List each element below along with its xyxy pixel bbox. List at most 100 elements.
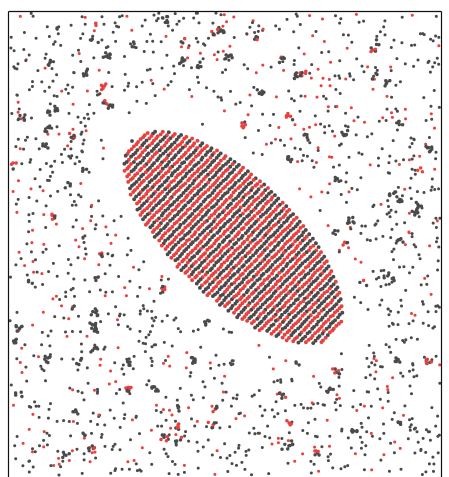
particle-dark [214, 247, 218, 252]
particle-dark [72, 304, 76, 308]
particle-red [31, 228, 34, 232]
particle-dark [345, 171, 349, 175]
particle-dark [48, 102, 52, 106]
particle-dark [148, 225, 153, 230]
particle-dark [163, 164, 168, 169]
particle-dark [329, 321, 333, 326]
particle-dark [9, 46, 13, 50]
particle-dark [237, 178, 241, 183]
particle-red [322, 261, 327, 266]
particle-dark [227, 187, 232, 192]
particle-dark [214, 11, 218, 15]
particle-dark [290, 118, 295, 122]
particle-red [32, 270, 36, 274]
particle-dark [258, 404, 262, 408]
particle-dark [59, 43, 63, 47]
particle-red [313, 331, 317, 335]
particle-dark [82, 116, 86, 120]
particle-red [291, 293, 296, 298]
particle-red [286, 291, 291, 295]
particle-red [155, 403, 158, 407]
particle-dark [285, 323, 290, 327]
particle-dark [286, 157, 291, 162]
particle-red [284, 359, 288, 363]
particle-dark [101, 101, 105, 105]
particle-dark [141, 217, 145, 222]
particle-dark [150, 163, 155, 168]
particle-red [97, 68, 101, 72]
particle-red [172, 237, 177, 242]
particle-dark [358, 280, 362, 285]
particle-dark [156, 171, 161, 176]
particle-red [215, 222, 220, 227]
particle-dark [337, 163, 341, 167]
particle-dark [370, 361, 374, 365]
particle-dark [40, 330, 44, 334]
particle-red [224, 244, 229, 248]
particle-red [296, 160, 300, 164]
particle-red [57, 462, 61, 466]
particle-dark [276, 220, 281, 224]
particle-dark [426, 274, 430, 278]
particle-dark [281, 320, 285, 324]
particle-dark [417, 253, 421, 257]
particle-dark [216, 214, 220, 219]
particle-dark [183, 233, 188, 238]
particle-dark [121, 363, 125, 367]
particle-dark [72, 133, 76, 138]
particle-red [208, 259, 213, 264]
particle-dark [406, 437, 410, 441]
particle-red [403, 243, 407, 247]
particle-dark [88, 290, 92, 294]
particle-dark [281, 60, 285, 64]
particle-dark [108, 263, 112, 267]
particle-dark [90, 431, 93, 435]
particle-dark [27, 196, 31, 199]
particle-red [159, 437, 163, 442]
particle-dark [224, 390, 228, 394]
particle-dark [96, 423, 99, 426]
particle-dark [275, 243, 280, 247]
particle-dark [113, 442, 117, 446]
particle-dark [230, 359, 234, 363]
particle-dark [324, 296, 329, 301]
particle-dark [262, 182, 267, 187]
particle-dark [14, 393, 18, 397]
particle-dark [122, 417, 126, 420]
particle-red [302, 52, 306, 56]
particle-red [266, 186, 270, 190]
particle-red [195, 419, 199, 423]
particle-red [206, 232, 211, 236]
particle-red [165, 435, 170, 439]
particle-red [11, 161, 15, 165]
particle-dark [161, 151, 166, 156]
particle-red [215, 148, 219, 153]
particle-red [147, 136, 152, 141]
particle-dark [115, 24, 119, 28]
particle-dark [20, 324, 24, 329]
particle-dark [396, 420, 400, 424]
particle-dark [257, 389, 261, 392]
particle-dark [29, 158, 33, 162]
particle-dark [87, 170, 91, 174]
particle-dark [413, 168, 417, 172]
particle-red [135, 185, 140, 190]
particle-dark [414, 200, 418, 205]
particle-dark [125, 357, 129, 361]
particle-red [224, 213, 228, 218]
particle-dark [158, 139, 163, 144]
particle-dark [49, 164, 53, 168]
particle-red [390, 115, 394, 119]
particle-dark [294, 12, 298, 16]
particle-red [300, 284, 305, 289]
particle-red [213, 165, 218, 170]
particle-red [20, 371, 24, 374]
particle-dark [276, 412, 280, 416]
particle-red [27, 427, 31, 431]
particle-red [175, 204, 179, 209]
particle-dark [291, 301, 296, 306]
particle-dark [12, 49, 16, 53]
particle-dark [99, 138, 103, 142]
particle-dark [248, 25, 252, 29]
particle-red [320, 190, 324, 194]
